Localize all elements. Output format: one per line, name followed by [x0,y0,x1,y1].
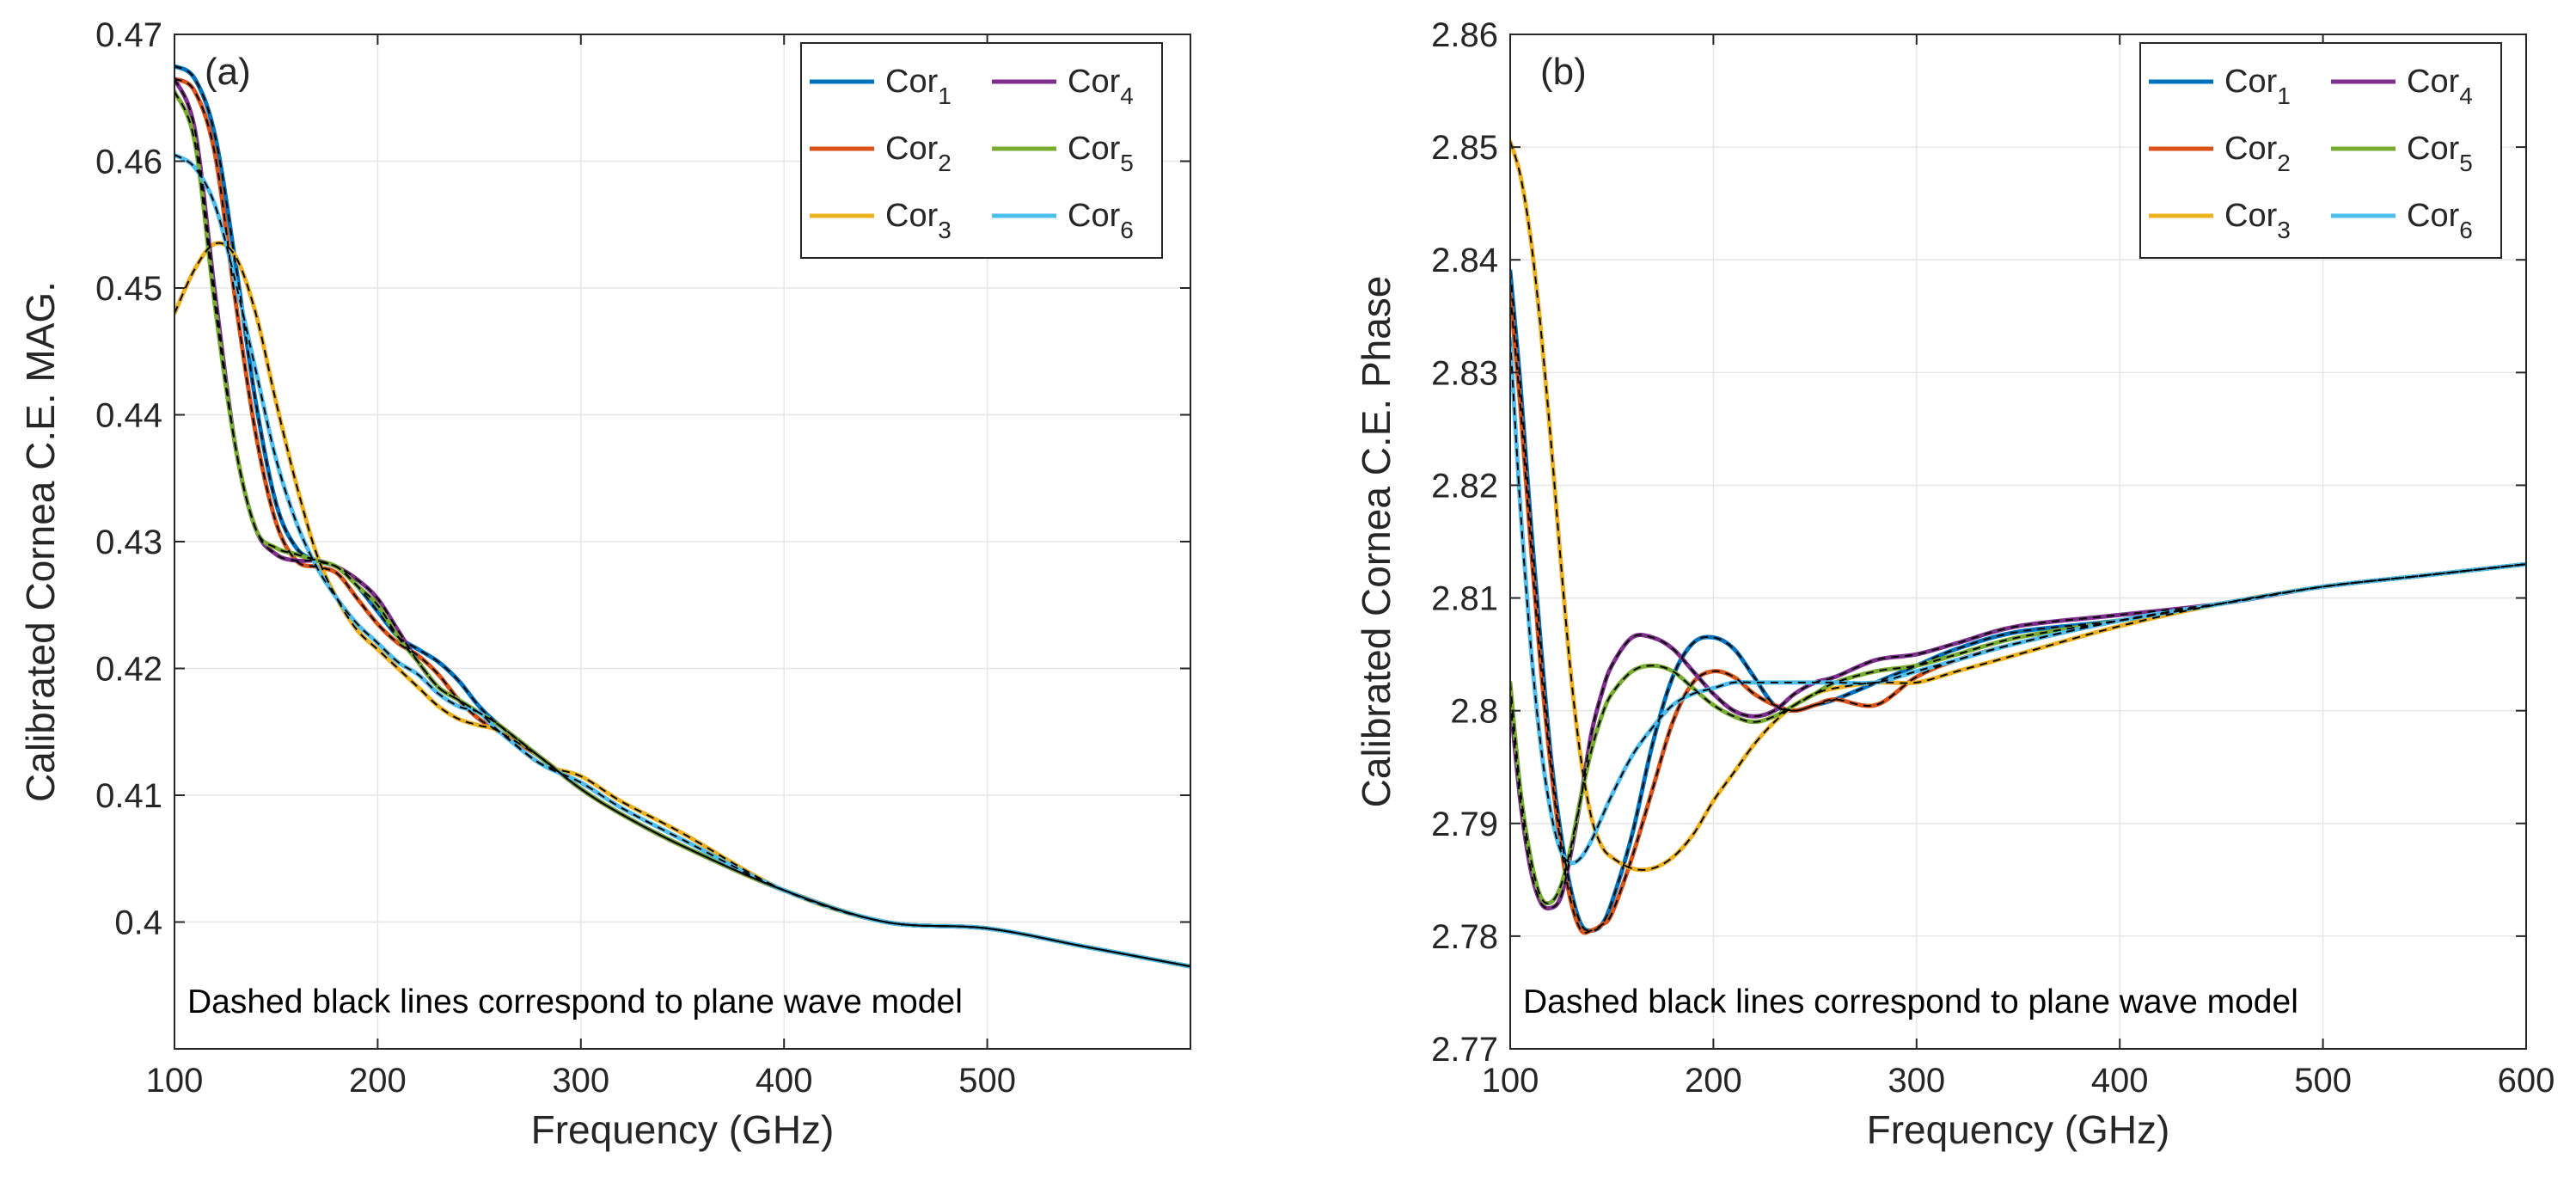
legend-label: Cor5 [1068,131,1134,176]
y-tick-label: 2.84 [1431,242,1498,279]
legend-item-cor6: Cor6 [992,198,1134,243]
x-tick-label: 600 [2498,1062,2555,1100]
plot-lines [1510,139,2526,935]
x-tick-label: 400 [756,1062,813,1100]
y-tick-label: 0.44 [95,397,162,435]
x-tick-label: 200 [349,1062,407,1100]
legend-label: Cor2 [2224,131,2291,176]
chart-panel-b: 100 200 300 400 500 600 2.77 2.78 2.79 2.8 2.81 2.8… [1354,16,2555,1152]
model-annotation: Dashed black lines correspond to plane w… [187,984,963,1020]
y-tick-label: 2.8 [1450,693,1498,731]
x-tick-label: 400 [2091,1062,2149,1100]
axes-frame [1509,34,2527,1050]
y-tick-label: 2.77 [1431,1031,1498,1069]
y-tick-label: 0.43 [95,524,162,561]
model-line-cor2 [174,77,1190,968]
ticks: 100 200 300 400 500 0.4 0.41 0.42 0.43 0.44 0.45 0.… [95,16,1190,1100]
legend-item-cor5: Cor5 [2331,131,2473,176]
panel-label-b: (b) [1540,51,1587,93]
legend-label: Cor1 [2224,64,2291,109]
y-tick-label: 0.42 [95,651,162,689]
legend-label: Cor4 [1068,64,1134,109]
legend-item-cor1: Cor1 [810,64,951,109]
y-axis-label: Calibrated Cornea C.E. MAG. [18,281,63,802]
legend-item-cor3: Cor3 [2149,198,2291,243]
legend-item-cor4: Cor4 [992,64,1134,109]
model-line-cor1 [1510,271,2526,932]
x-tick-label: 100 [1482,1062,1539,1100]
x-tick-label: 200 [1685,1062,1742,1100]
chart-panel-a: 100 200 300 400 500 0.4 0.41 0.42 0.43 0.44 0.45 0.… [18,16,1191,1152]
y-tick-label: 0.41 [95,777,162,815]
y-tick-label: 2.79 [1431,806,1498,843]
model-annotation: Dashed black lines correspond to plane w… [1523,984,2298,1020]
y-axis-label: Calibrated Cornea C.E. Phase [1354,276,1398,808]
y-tick-label: 2.86 [1431,16,1498,54]
y-tick-label: 2.82 [1431,467,1498,505]
model-line-cor4 [1510,563,2526,910]
legend-label: Cor4 [2407,64,2473,109]
x-tick-label: 300 [1888,1062,1945,1100]
ticks: 100 200 300 400 500 600 2.77 2.78 2.79 2.8 2.81 2.8… [1431,16,2555,1100]
model-line-cor6 [174,154,1190,968]
legend-item-cor1: Cor1 [2149,64,2291,109]
legend-label: Cor3 [885,198,951,243]
model-line-cor5 [1510,563,2526,904]
legend-label: Cor6 [2407,198,2473,243]
legend-item-cor3: Cor3 [810,198,951,243]
legend: Cor1 Cor4 Cor2 Cor5 Cor3 Cor6 [2139,42,2502,259]
legend-item-cor2: Cor2 [810,131,951,176]
y-tick-label: 2.85 [1431,129,1498,167]
model-line-cor6 [1510,338,2526,864]
y-tick-label: 2.81 [1431,580,1498,618]
grid-lines [174,34,1190,1049]
legend-item-cor2: Cor2 [2149,131,2291,176]
legend-item-cor4: Cor4 [2331,64,2473,109]
x-axis-label: Frequency (GHz) [531,1107,835,1152]
x-tick-label: 300 [552,1062,609,1100]
y-tick-label: 0.47 [95,16,162,54]
legend-label: Cor3 [2224,198,2291,243]
model-line-cor3 [1510,141,2526,871]
legend-label: Cor1 [885,64,951,109]
x-tick-label: 100 [146,1062,204,1100]
y-tick-label: 2.83 [1431,354,1498,392]
y-tick-label: 0.46 [95,144,162,181]
x-axis-label: Frequency (GHz) [1867,1107,2170,1152]
y-tick-label: 2.78 [1431,918,1498,956]
legend-label: Cor5 [2407,131,2473,176]
legend-item-cor5: Cor5 [992,131,1134,176]
plot-lines [174,64,1190,969]
y-tick-label: 0.45 [95,270,162,308]
legend-label: Cor2 [885,131,951,176]
legend-label: Cor6 [1068,198,1134,243]
x-tick-label: 500 [2294,1062,2352,1100]
panel-label-a: (a) [205,51,251,93]
x-tick-label: 500 [958,1062,1016,1100]
legend-item-cor6: Cor6 [2331,198,2473,243]
legend: Cor1 Cor4 Cor2 Cor5 Cor3 Cor6 [800,42,1163,259]
y-tick-label: 0.4 [114,904,162,942]
